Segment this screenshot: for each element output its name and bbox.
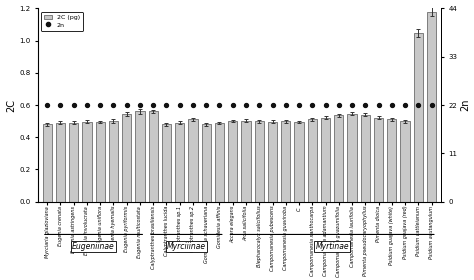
Text: Eugeniinae: Eugeniinae <box>72 242 115 251</box>
Bar <box>56 123 65 202</box>
Bar <box>228 121 237 202</box>
Bar <box>347 114 356 202</box>
Point <box>255 103 263 107</box>
Point <box>96 103 104 107</box>
Bar <box>387 120 396 202</box>
Bar <box>109 121 118 202</box>
Text: Myrtinae: Myrtinae <box>315 242 349 251</box>
Bar <box>82 122 91 202</box>
Y-axis label: 2n: 2n <box>460 99 470 111</box>
Bar <box>188 120 198 202</box>
Point <box>44 103 51 107</box>
Point <box>70 103 77 107</box>
Point <box>109 103 117 107</box>
Bar <box>427 12 436 202</box>
Bar <box>308 120 317 202</box>
Bar <box>361 115 370 202</box>
Bar <box>148 111 158 202</box>
Point <box>282 103 290 107</box>
Bar <box>294 122 304 202</box>
Bar <box>414 32 423 202</box>
Point <box>375 103 383 107</box>
Text: Myrciiinae: Myrciiinae <box>167 242 206 251</box>
Point <box>335 103 343 107</box>
Point <box>229 103 237 107</box>
Point <box>362 103 369 107</box>
Point <box>309 103 316 107</box>
Point <box>123 103 130 107</box>
Point <box>136 103 144 107</box>
Y-axis label: 2C: 2C <box>6 99 16 111</box>
Legend: 2C (pg), 2n: 2C (pg), 2n <box>41 11 83 31</box>
Point <box>176 103 183 107</box>
Bar <box>136 111 145 202</box>
Point <box>83 103 91 107</box>
Bar <box>215 123 224 202</box>
Point <box>149 103 157 107</box>
Point <box>401 103 409 107</box>
Bar <box>268 122 277 202</box>
Point <box>163 103 170 107</box>
Bar <box>122 114 131 202</box>
Point <box>242 103 250 107</box>
Bar <box>334 115 343 202</box>
Bar <box>96 122 105 202</box>
Point <box>414 103 422 107</box>
Point <box>189 103 197 107</box>
Bar <box>374 118 383 202</box>
Bar <box>255 122 264 202</box>
Bar <box>43 124 52 202</box>
Bar <box>69 123 78 202</box>
Bar <box>162 124 171 202</box>
Point <box>295 103 303 107</box>
Point <box>388 103 396 107</box>
Bar <box>201 124 211 202</box>
Point <box>348 103 356 107</box>
Point <box>428 103 435 107</box>
Bar <box>175 123 184 202</box>
Point <box>57 103 64 107</box>
Bar <box>401 122 410 202</box>
Bar <box>241 121 251 202</box>
Point <box>202 103 210 107</box>
Point <box>216 103 223 107</box>
Point <box>269 103 276 107</box>
Bar <box>321 118 330 202</box>
Bar <box>281 121 291 202</box>
Point <box>322 103 329 107</box>
